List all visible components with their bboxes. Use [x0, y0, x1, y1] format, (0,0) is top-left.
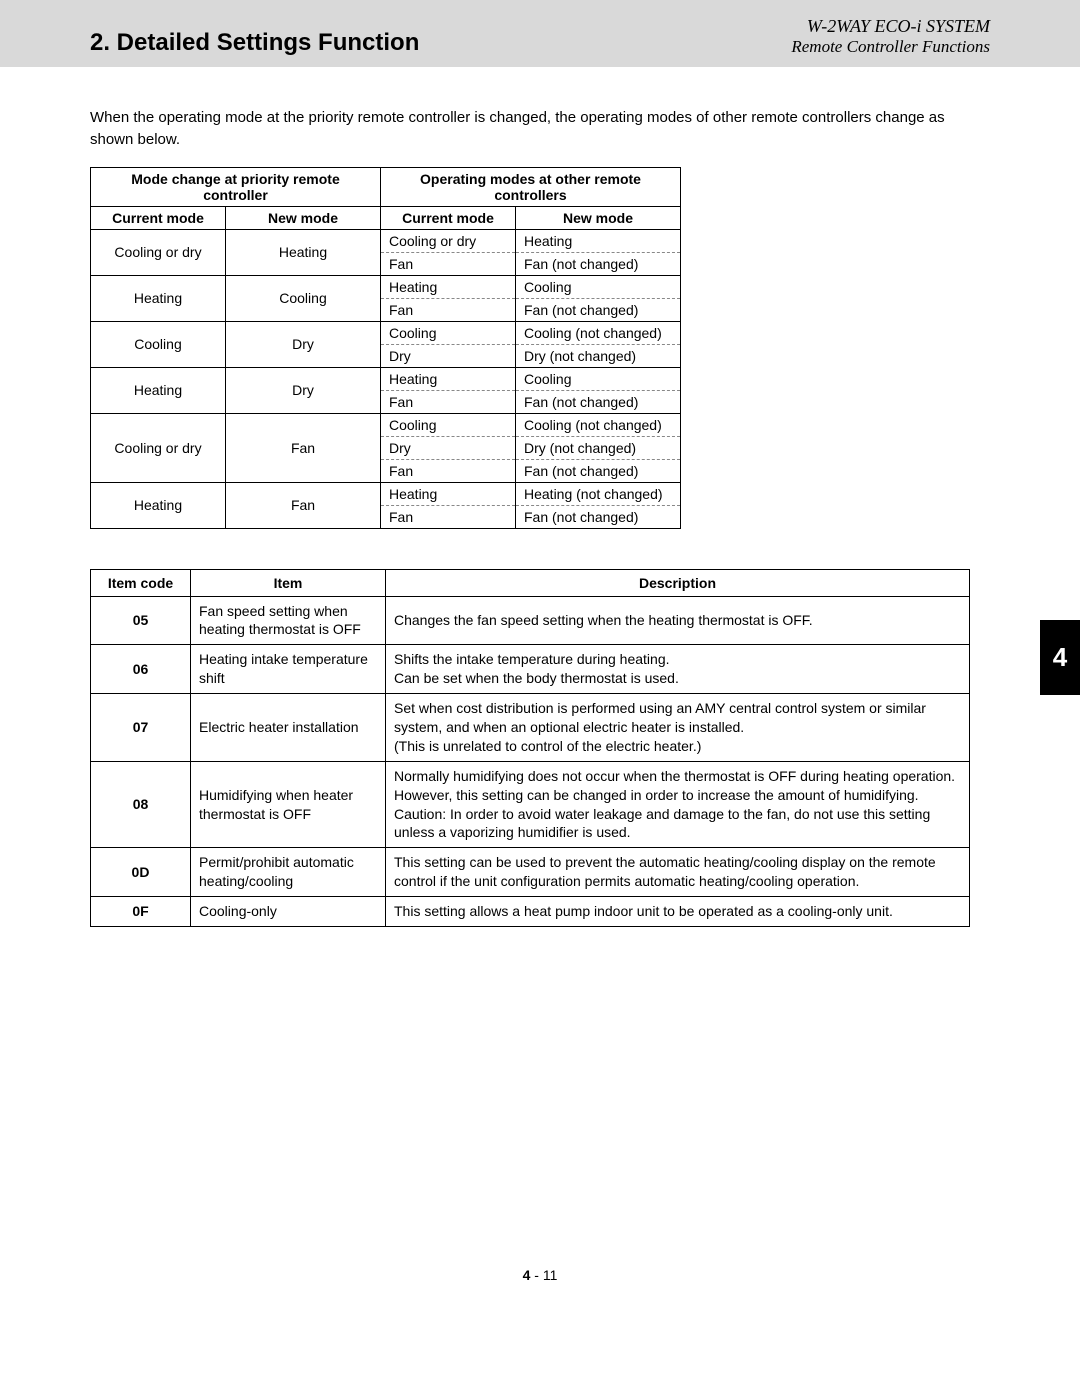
system-name: W-2WAY ECO-i SYSTEM: [791, 16, 990, 37]
item-name: Permit/prohibit automatic heating/coolin…: [191, 848, 386, 897]
chapter-tab: 4: [1040, 620, 1080, 695]
col-new-mode-1: New mode: [226, 206, 381, 229]
other-current: Heating: [381, 482, 516, 505]
mode-current: Cooling: [91, 321, 226, 367]
other-new: Cooling: [516, 367, 681, 390]
col-item: Item: [191, 569, 386, 596]
mode-change-table: Mode change at priority remote controlle…: [90, 167, 681, 529]
mode-current: Cooling or dry: [91, 413, 226, 482]
content: When the operating mode at the priority …: [0, 67, 1080, 1283]
mode-new: Heating: [226, 229, 381, 275]
hgroup-priority: Mode change at priority remote controlle…: [91, 167, 381, 206]
mode-new: Fan: [226, 482, 381, 528]
page-number-rest: - 11: [530, 1267, 557, 1283]
item-name: Electric heater installation: [191, 694, 386, 762]
item-name: Fan speed setting when heating thermosta…: [191, 596, 386, 645]
other-current: Cooling: [381, 321, 516, 344]
other-new: Dry (not changed): [516, 436, 681, 459]
other-new: Fan (not changed): [516, 252, 681, 275]
mode-new: Dry: [226, 321, 381, 367]
col-current-mode-1: Current mode: [91, 206, 226, 229]
item-code: 07: [91, 694, 191, 762]
other-new: Cooling: [516, 275, 681, 298]
other-current: Fan: [381, 390, 516, 413]
other-new: Heating (not changed): [516, 482, 681, 505]
other-new: Dry (not changed): [516, 344, 681, 367]
other-new: Cooling (not changed): [516, 413, 681, 436]
section-title: 2. Detailed Settings Function: [90, 29, 419, 57]
col-desc: Description: [386, 569, 970, 596]
page-number: 4 - 11: [90, 1267, 990, 1283]
item-code: 0D: [91, 848, 191, 897]
mode-new: Cooling: [226, 275, 381, 321]
item-desc: This setting can be used to prevent the …: [386, 848, 970, 897]
item-code: 06: [91, 645, 191, 694]
other-current: Fan: [381, 298, 516, 321]
hgroup-other: Operating modes at other remote controll…: [381, 167, 681, 206]
item-desc: Normally humidifying does not occur when…: [386, 761, 970, 848]
item-desc: Set when cost distribution is performed …: [386, 694, 970, 762]
other-current: Dry: [381, 344, 516, 367]
sub-name: Remote Controller Functions: [791, 37, 990, 57]
other-current: Heating: [381, 275, 516, 298]
mode-current: Heating: [91, 482, 226, 528]
other-current: Dry: [381, 436, 516, 459]
item-code: 0F: [91, 897, 191, 927]
mode-current: Cooling or dry: [91, 229, 226, 275]
other-new: Fan (not changed): [516, 459, 681, 482]
item-name: Humidifying when heater thermostat is OF…: [191, 761, 386, 848]
item-desc: This setting allows a heat pump indoor u…: [386, 897, 970, 927]
item-name: Heating intake temperature shift: [191, 645, 386, 694]
item-code-table: Item code Item Description 05Fan speed s…: [90, 569, 970, 927]
other-current: Fan: [381, 505, 516, 528]
mode-new: Dry: [226, 367, 381, 413]
mode-current: Heating: [91, 275, 226, 321]
other-current: Cooling or dry: [381, 229, 516, 252]
other-current: Fan: [381, 252, 516, 275]
item-desc: Shifts the intake temperature during hea…: [386, 645, 970, 694]
col-item-code: Item code: [91, 569, 191, 596]
col-new-mode-2: New mode: [516, 206, 681, 229]
other-new: Cooling (not changed): [516, 321, 681, 344]
other-new: Fan (not changed): [516, 390, 681, 413]
other-current: Fan: [381, 459, 516, 482]
item-name: Cooling-only: [191, 897, 386, 927]
item-code: 08: [91, 761, 191, 848]
mode-current: Heating: [91, 367, 226, 413]
other-new: Fan (not changed): [516, 505, 681, 528]
header-right: W-2WAY ECO-i SYSTEM Remote Controller Fu…: [791, 16, 990, 57]
mode-new: Fan: [226, 413, 381, 482]
item-code: 05: [91, 596, 191, 645]
other-new: Fan (not changed): [516, 298, 681, 321]
item-desc: Changes the fan speed setting when the h…: [386, 596, 970, 645]
col-current-mode-2: Current mode: [381, 206, 516, 229]
page-header: 2. Detailed Settings Function W-2WAY ECO…: [0, 0, 1080, 67]
other-current: Cooling: [381, 413, 516, 436]
intro-text: When the operating mode at the priority …: [90, 107, 990, 151]
other-current: Heating: [381, 367, 516, 390]
other-new: Heating: [516, 229, 681, 252]
